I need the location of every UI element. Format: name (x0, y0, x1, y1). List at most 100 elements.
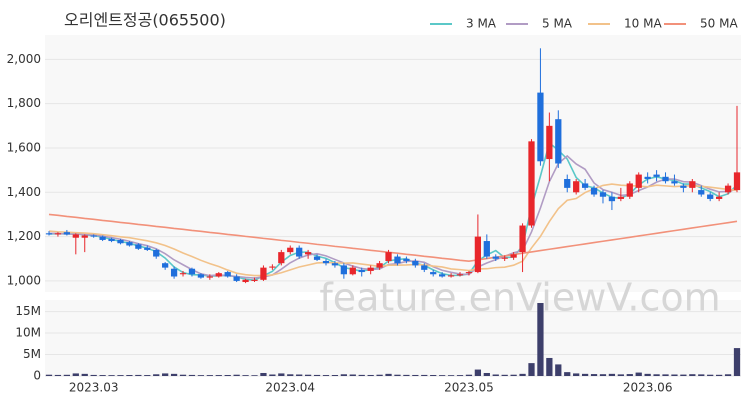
candle-body (260, 267, 267, 280)
candle-body (72, 234, 79, 238)
volume-bar (644, 373, 651, 376)
volume-bar (179, 374, 187, 376)
volume-bar (519, 373, 526, 376)
candle-body (108, 238, 115, 242)
volume-bar (313, 374, 321, 376)
volume-bar (188, 374, 196, 376)
candle-body (707, 194, 714, 199)
volume-tick-label: 5M (23, 347, 41, 361)
volume-bar (698, 374, 705, 376)
volume-bar (170, 373, 178, 376)
candle-body (162, 263, 169, 268)
candle-body (528, 141, 535, 226)
y-tick-label: 1,200 (7, 229, 41, 243)
candle-body (662, 176, 669, 182)
candle-body (179, 273, 187, 275)
volume-bar (358, 374, 365, 376)
volume-bar (278, 373, 285, 376)
candle-body (492, 256, 499, 259)
candle-body (367, 267, 374, 271)
volume-bar (269, 374, 276, 376)
volume-bar (385, 373, 392, 376)
volume-bar (680, 374, 687, 376)
candle-body (99, 236, 106, 240)
volume-bar (555, 364, 562, 376)
candle-body (698, 190, 705, 195)
volume-bar (635, 372, 642, 376)
volume-bar (340, 374, 347, 376)
x-tick-label: 2023.05 (444, 381, 494, 395)
volume-bar (72, 373, 79, 376)
y-tick-label: 1,800 (7, 96, 41, 110)
candle-body (233, 276, 240, 281)
volume-bar (689, 374, 696, 376)
candle-body (224, 272, 231, 277)
candle-body (126, 242, 133, 246)
candle-body (483, 241, 490, 257)
volume-bar (430, 375, 437, 376)
candle-body (81, 235, 88, 238)
volume-bar (233, 374, 240, 376)
candle-body (54, 233, 62, 235)
volume-bar (144, 375, 151, 376)
candle-body (63, 232, 70, 235)
candle-body (421, 265, 428, 270)
volume-bar (528, 363, 535, 376)
volume-bar (90, 374, 97, 376)
volume-bar (54, 374, 62, 376)
candle-body (474, 236, 482, 273)
volume-bar (707, 374, 714, 376)
volume-bar (251, 375, 258, 376)
candle-body (340, 265, 347, 275)
candle-body (251, 279, 258, 281)
candle-body (617, 196, 624, 199)
candle-body (716, 196, 723, 199)
watermark: feature.enViewV.com (319, 276, 720, 320)
volume-bar (394, 374, 401, 376)
candle-body (206, 276, 213, 278)
volume-bar (296, 374, 303, 376)
candle-body (653, 174, 660, 177)
volume-tick-label: 0 (33, 369, 41, 383)
volume-bar (564, 372, 571, 376)
ma-line (48, 213, 738, 263)
volume-bar (304, 374, 312, 376)
candle-body (287, 247, 294, 253)
volume-bar (349, 374, 356, 376)
candle-body (644, 176, 651, 180)
volume-bar (153, 374, 160, 376)
candle-body (90, 235, 97, 237)
volume-bar (215, 375, 222, 376)
candle-body (153, 249, 160, 257)
candle-body (430, 272, 437, 275)
candle-body (608, 196, 616, 202)
candle-body (197, 274, 205, 278)
candle-body (394, 256, 401, 264)
candle-body (215, 273, 222, 277)
candle-body (724, 185, 732, 193)
volume-bar (510, 374, 517, 376)
volume-bar (412, 374, 419, 376)
candle-body (626, 183, 633, 197)
candle-body (537, 92, 544, 162)
volume-bar (421, 374, 428, 376)
volume-bar (671, 374, 678, 376)
ma-line (48, 183, 738, 277)
volume-bar (45, 374, 53, 376)
volume-bar (716, 374, 723, 376)
volume-bar (447, 375, 455, 376)
volume-bar (456, 375, 464, 376)
candle-body (349, 267, 356, 275)
candle-body (170, 268, 178, 277)
legend-label: 10 MA (624, 17, 662, 31)
volume-bar (126, 375, 133, 376)
candle-body (465, 272, 473, 274)
candle-body (358, 269, 365, 273)
candle-body (599, 192, 607, 197)
volume-bar (242, 375, 249, 376)
legend-label: 5 MA (542, 17, 573, 31)
legend-label: 50 MA (700, 17, 738, 31)
volume-panel (45, 300, 741, 376)
y-tick-label: 1,600 (7, 140, 41, 154)
